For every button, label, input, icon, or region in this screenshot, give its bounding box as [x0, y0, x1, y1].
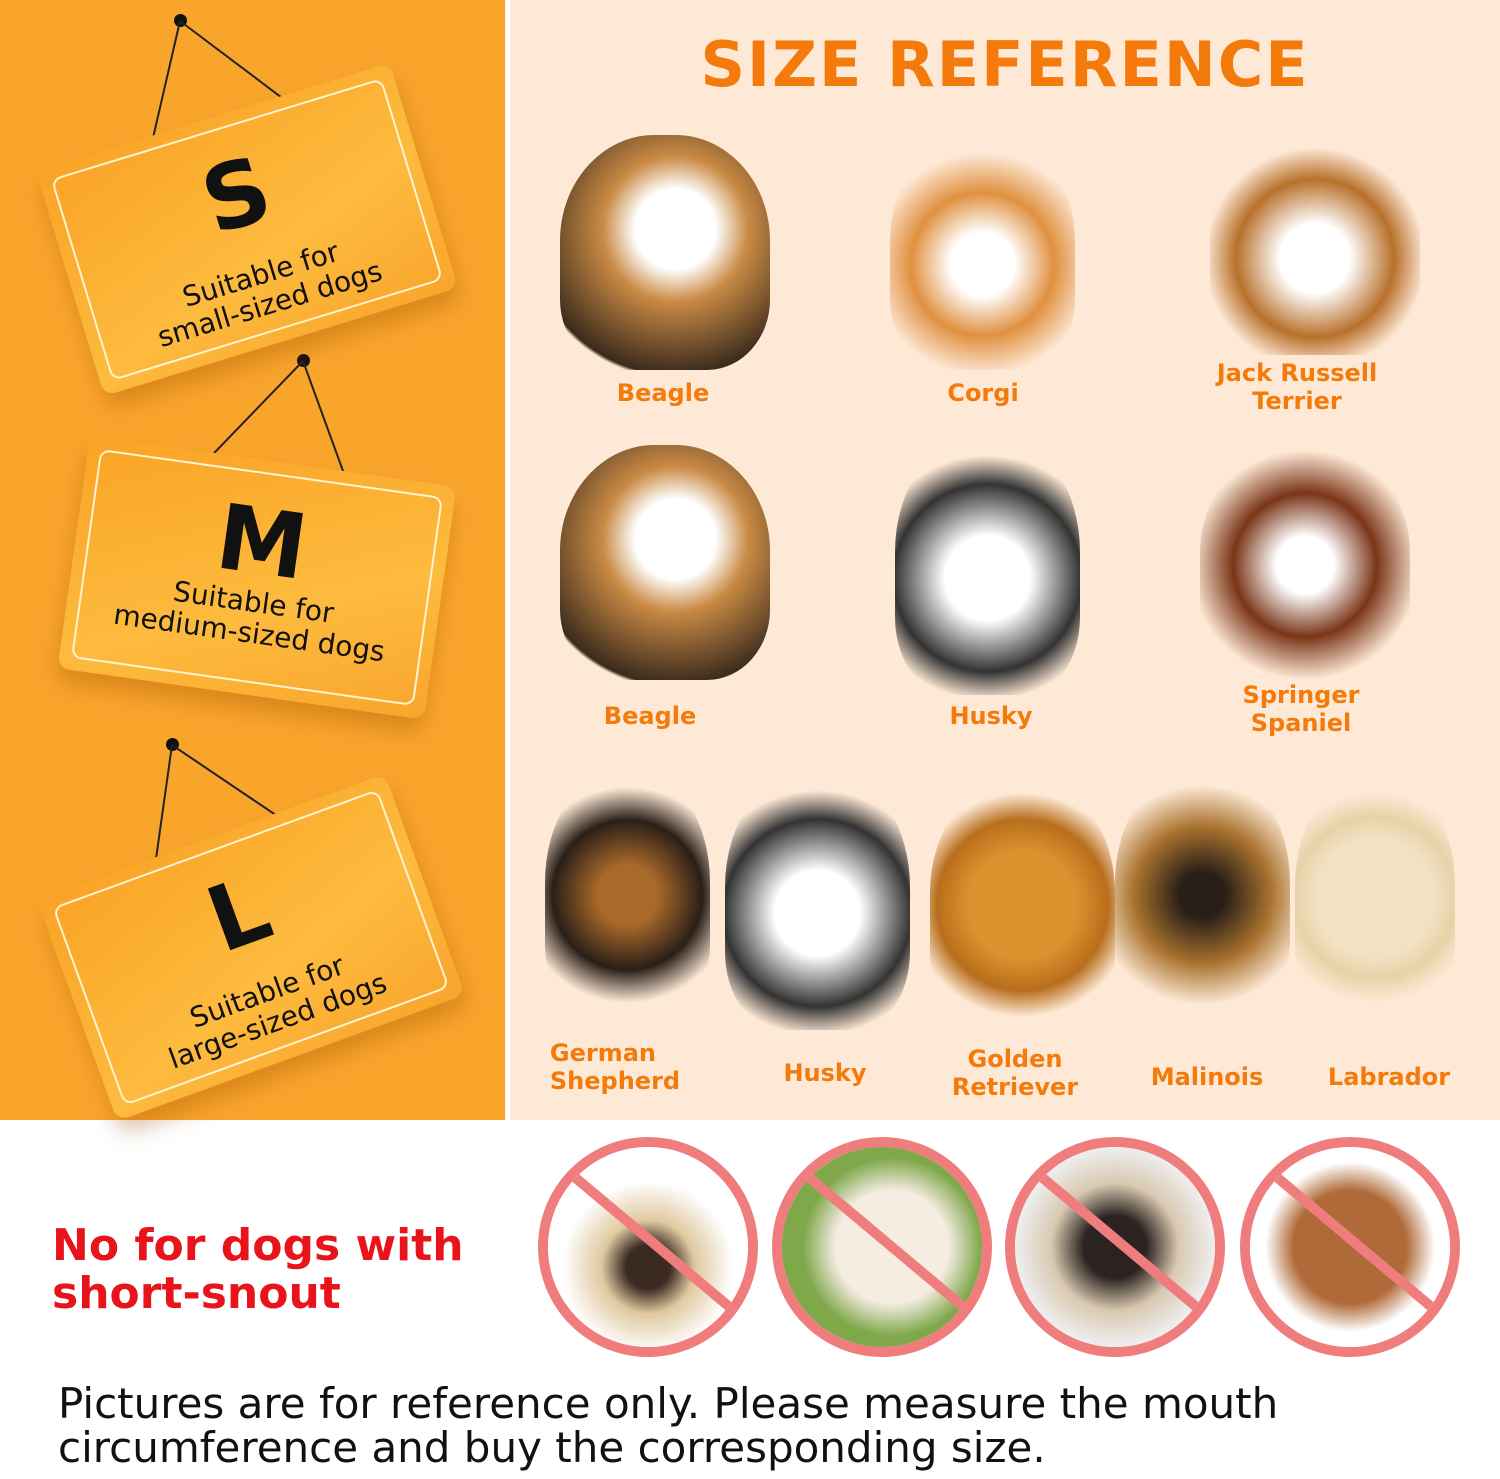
no-poodle-icon	[1240, 1137, 1460, 1357]
dog-name: Springer Spaniel	[1242, 681, 1360, 737]
dog-name: Beagle	[616, 379, 710, 407]
dog-photo-german-shepherd	[545, 770, 710, 1020]
no-pug-icon	[1005, 1137, 1225, 1357]
dog-photo-malinois	[1115, 770, 1290, 1020]
short-snout-warning: No for dogs with short-snout	[52, 1220, 464, 1320]
dog-name: Jack Russell Terrier	[1216, 359, 1378, 415]
dog-name: Beagle	[603, 702, 697, 730]
dog-photo-corgi	[890, 135, 1075, 370]
dog-photo-husky	[895, 435, 1080, 695]
no-poodle-puppy-icon	[772, 1137, 992, 1357]
dog-name: Corgi	[947, 379, 1019, 407]
page-title: SIZE REFERENCE	[700, 28, 1310, 101]
dog-name: Malinois	[1150, 1063, 1264, 1091]
dog-name: Husky	[949, 702, 1033, 730]
dog-name: Labrador	[1327, 1063, 1451, 1091]
dog-photo-labrador	[1295, 775, 1455, 1020]
no-pug-icon	[538, 1137, 758, 1357]
dog-photo-husky	[725, 770, 910, 1030]
dog-photo-beagle	[560, 135, 770, 370]
reference-note: Pictures are for reference only. Please …	[58, 1379, 1279, 1473]
dog-photo-beagle	[560, 445, 770, 680]
dog-name: Husky	[783, 1059, 867, 1087]
dog-name: Golden Retriever	[951, 1045, 1079, 1101]
dog-photo-golden-retriever	[930, 780, 1115, 1030]
dog-photo-springer-spaniel	[1200, 445, 1410, 685]
dog-name: German Shepherd	[549, 1039, 681, 1095]
dog-photo-jack-russell	[1210, 140, 1420, 355]
